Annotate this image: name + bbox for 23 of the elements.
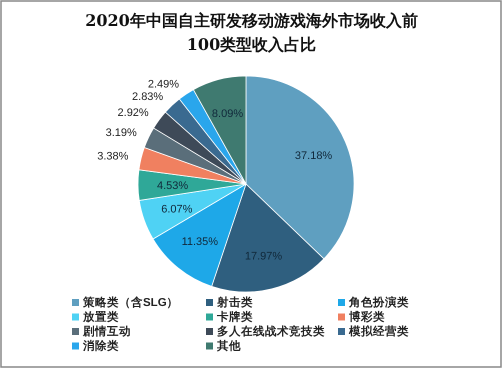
data-label: 2.49% xyxy=(148,78,180,90)
data-label: 37.18% xyxy=(294,150,332,162)
legend-label: 模拟经营类 xyxy=(348,324,409,338)
legend-label: 其他 xyxy=(216,338,242,352)
data-label: 17.97% xyxy=(244,250,282,262)
legend-label: 博彩类 xyxy=(348,310,385,324)
legend-label: 消除类 xyxy=(82,338,119,352)
legend-label: 卡牌类 xyxy=(216,310,253,324)
data-label: 6.07% xyxy=(161,204,193,216)
data-label: 11.35% xyxy=(182,236,218,248)
title: 2020年中国自主研发移动游戏海外市场收入前100类型收入占比 xyxy=(85,11,418,54)
data-label: 3.38% xyxy=(97,150,129,162)
legend-label: 放置类 xyxy=(82,310,119,324)
legend-label: 射击类 xyxy=(216,295,253,309)
legend-label: 剧情互动 xyxy=(82,324,131,338)
data-label: 2.92% xyxy=(118,107,149,120)
data-label: 2.83% xyxy=(132,90,164,103)
legend-label: 多人在线战术竞技类 xyxy=(217,324,325,338)
legend-label: 角色扮演类 xyxy=(348,295,409,309)
data-label: 3.19% xyxy=(106,126,137,139)
legend-label: 策略类（含SLG） xyxy=(82,295,179,309)
data-label: 4.53% xyxy=(156,180,188,192)
data-label: 8.09% xyxy=(212,108,244,120)
